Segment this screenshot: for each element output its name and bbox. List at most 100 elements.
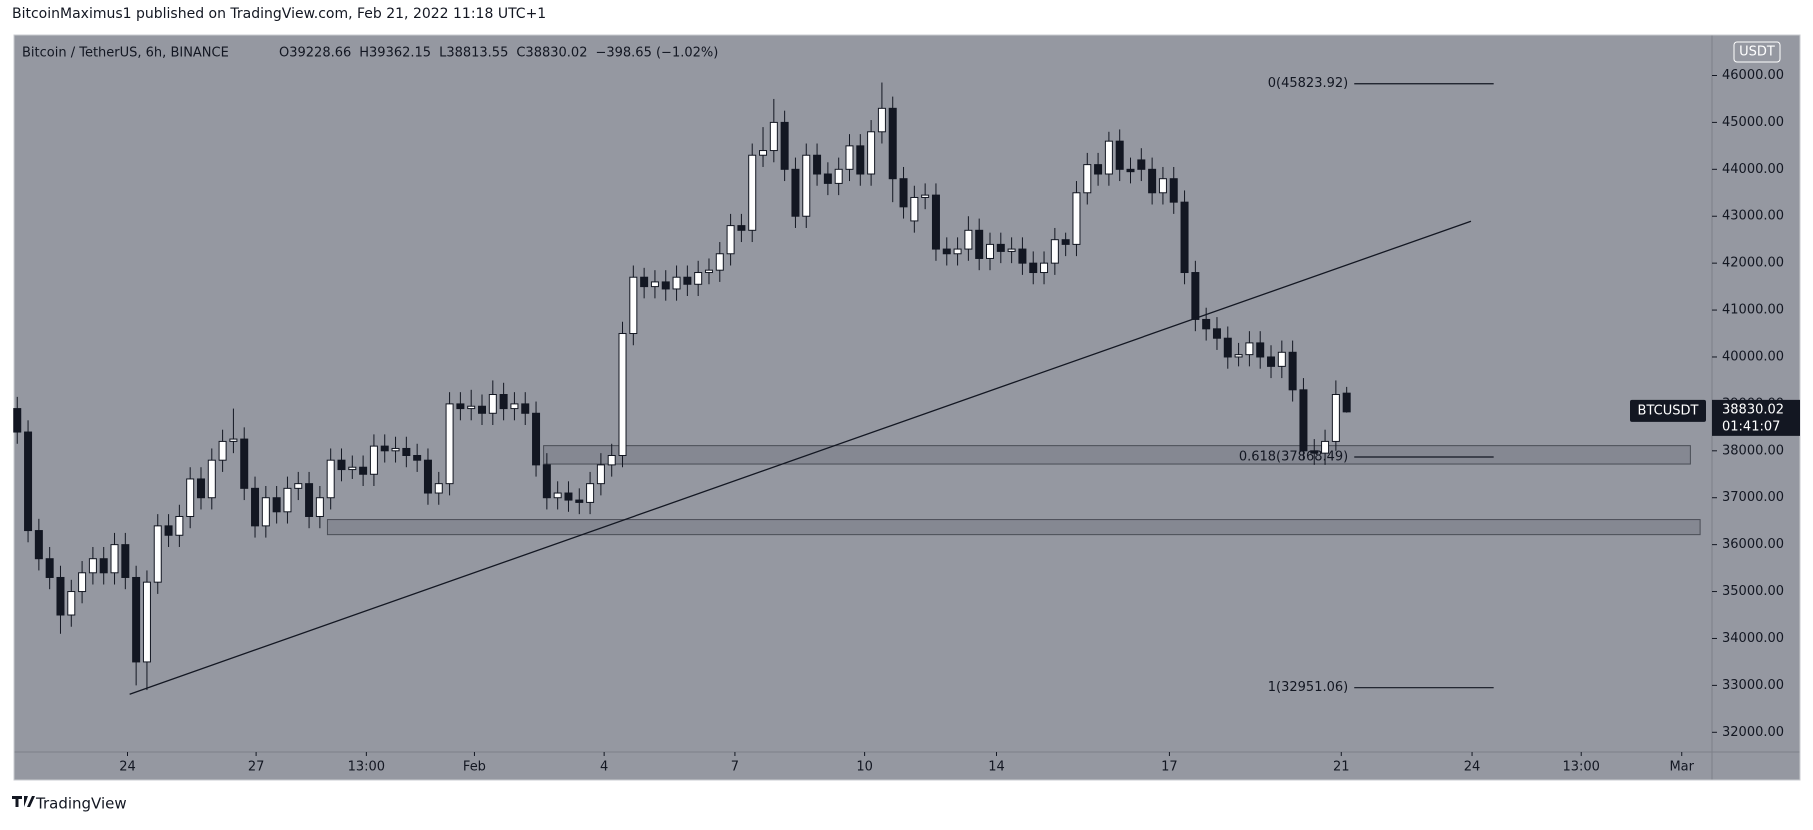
candle-body [542, 464, 551, 499]
y-tick-label: 41000.00 [1722, 303, 1784, 318]
candle-body [369, 445, 378, 475]
candle-body [921, 194, 930, 198]
candle-body [402, 447, 411, 456]
candle-body [748, 154, 757, 231]
candle-body [67, 591, 76, 616]
candle-body [553, 492, 562, 499]
candle-body [996, 243, 1005, 252]
fib-label: 0(45823.92) [1268, 76, 1348, 91]
candle-body [1104, 140, 1113, 175]
x-tick-label: 24 [119, 760, 136, 775]
candle-body [1288, 351, 1297, 391]
x-tick-label: Feb [463, 760, 486, 775]
candle-body [769, 121, 778, 152]
candle-body [1169, 178, 1178, 203]
candle-body [1202, 318, 1211, 330]
candle-body [1158, 178, 1167, 194]
header-change: −398.65 (−1.02%) [595, 46, 718, 61]
x-tick-label: Mar [1669, 760, 1694, 775]
candle-body [737, 225, 746, 231]
candle-body [294, 483, 303, 489]
candle-body [283, 487, 292, 513]
candle-body [467, 405, 476, 410]
candle-body [445, 403, 454, 485]
x-tick-label: 24 [1464, 760, 1481, 775]
candle-body [661, 281, 670, 290]
price-badge [1712, 399, 1800, 436]
symbol-title: Bitcoin / TetherUS, 6h, BINANCE [22, 46, 229, 61]
header-ohlc: C38830.02 [516, 46, 587, 61]
y-tick-label: 32000.00 [1722, 725, 1784, 740]
candle-body [1223, 337, 1232, 358]
candle-body [1256, 342, 1265, 358]
x-tick-label: 13:00 [348, 760, 385, 775]
candle-body [359, 466, 368, 475]
candle-body [56, 576, 65, 616]
candle-body [34, 530, 43, 560]
candle-body [640, 276, 649, 288]
candle-body [1040, 262, 1049, 274]
y-tick-label: 42000.00 [1722, 256, 1784, 271]
time-axis-background [14, 752, 1712, 780]
header-ohlc: O39228.66 [279, 46, 351, 61]
candle-body [964, 229, 973, 250]
header-ohlc: L38813.55 [439, 46, 508, 61]
candle-body [110, 544, 119, 574]
candle-body [88, 558, 97, 574]
candle-body [618, 333, 627, 456]
candle-body [1267, 356, 1276, 367]
candle-body [229, 438, 238, 442]
x-tick-label: 13:00 [1562, 760, 1599, 775]
x-tick-label: 21 [1333, 760, 1350, 775]
candle-body [251, 487, 260, 527]
candle-body [510, 403, 519, 410]
currency-label: USDT [1739, 45, 1775, 60]
brand-logo [12, 796, 35, 807]
fib-label: 0.618(37868.49) [1239, 449, 1348, 464]
candle-body [704, 269, 713, 274]
candle-body [942, 248, 951, 255]
candle-body [586, 483, 595, 503]
candle-body [121, 544, 130, 578]
candle-body [315, 497, 324, 517]
candle-body [380, 445, 389, 452]
candle-body [45, 558, 54, 578]
candle-body [1126, 168, 1135, 173]
candle-body [791, 168, 800, 217]
candle-body [845, 145, 854, 170]
candle-body [715, 253, 724, 271]
y-tick-label: 37000.00 [1722, 490, 1784, 505]
candle-body [985, 243, 994, 259]
candle-body [575, 499, 584, 503]
candle-body [1018, 248, 1027, 264]
support-zone [326, 519, 1701, 536]
published-line: BitcoinMaximus1 published on TradingView… [12, 6, 546, 22]
candle-body [931, 194, 940, 250]
candle-body [423, 459, 432, 494]
x-tick-label: 4 [600, 760, 608, 775]
candle-body [1212, 328, 1221, 339]
candle-body [305, 483, 314, 517]
candle-body [1050, 239, 1059, 264]
x-tick-label: 27 [248, 760, 265, 775]
candle-body [153, 525, 162, 583]
candle-body [326, 459, 335, 499]
y-tick-label: 36000.00 [1722, 537, 1784, 552]
y-tick-label: 45000.00 [1722, 115, 1784, 130]
candle-body [456, 403, 465, 410]
candle-body [1094, 164, 1103, 175]
candle-body [694, 272, 703, 285]
candle-body [391, 447, 400, 452]
candle-body [1007, 248, 1016, 252]
candle-body [672, 276, 681, 290]
candle-body [823, 173, 832, 184]
fib-label: 1(32951.06) [1268, 680, 1348, 695]
x-tick-label: 14 [988, 760, 1005, 775]
candle-body [521, 403, 530, 414]
candle-body [1245, 342, 1254, 356]
candle-body [780, 121, 789, 170]
x-tick-label: 10 [856, 760, 873, 775]
candle-body [24, 431, 33, 532]
candle-body [629, 276, 638, 335]
candle-body [899, 178, 908, 208]
